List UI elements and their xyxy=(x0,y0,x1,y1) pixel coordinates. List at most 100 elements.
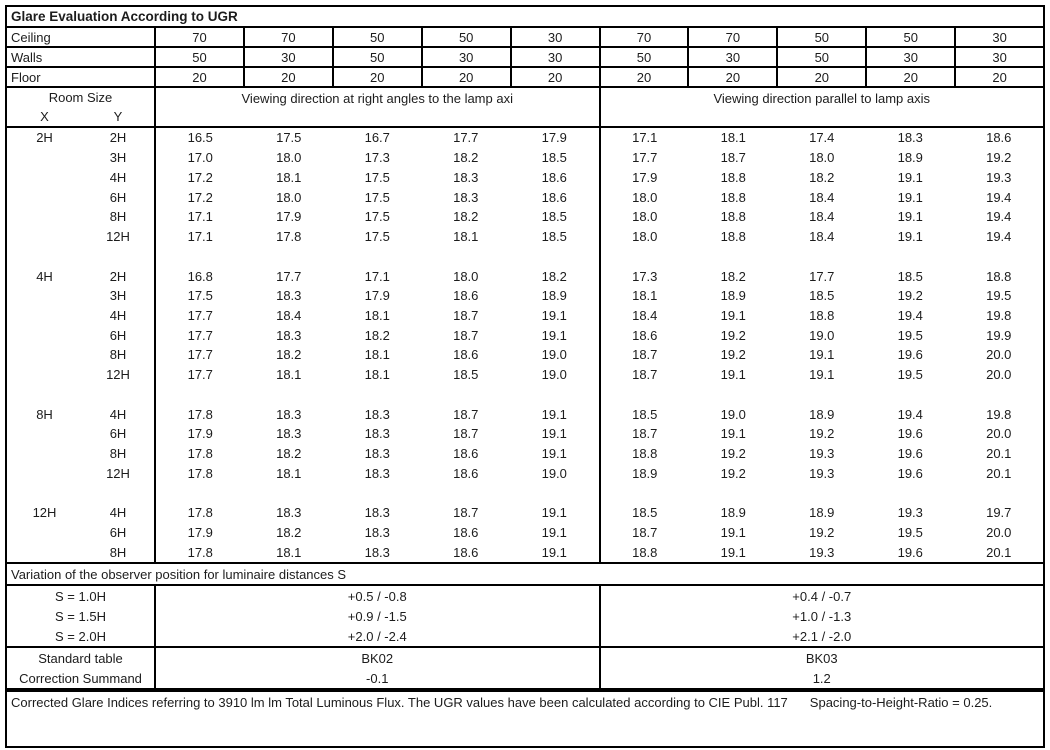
ugr-value-cell: 17.7 xyxy=(598,147,690,168)
x-column-header: X xyxy=(40,109,49,124)
ugr-value-cell: 18.1 xyxy=(720,130,746,146)
ugr-value-cell: 19.3 xyxy=(897,505,923,521)
ugr-value-cell: 17.1 xyxy=(187,229,213,245)
room-x-label xyxy=(7,523,82,543)
ugr-value-cell: 17.8 xyxy=(187,544,213,560)
ugr-value-cell: 18.7 xyxy=(598,345,690,365)
ugr-data-row: 8H 4H 17.8 18.3 18.3 18.7 19.1 18.5 19.0 18.9 19.4… xyxy=(7,404,1043,425)
ugr-value-cell: 18.0 xyxy=(598,226,690,247)
spacer-cell xyxy=(156,246,245,266)
ugr-value-cell: 18.7 xyxy=(453,426,479,442)
ugr-value-cell: 18.0 xyxy=(276,150,302,166)
ugr-data-row: 4H 17.2 18.1 17.5 18.3 18.6 17.9 18.8 18.2 19.1 19… xyxy=(7,167,1043,188)
ugr-value-cell: 19.3 xyxy=(809,465,835,481)
ugr-value-cell: 19.8 xyxy=(986,406,1012,422)
ugr-value-cell: 18.8 xyxy=(809,307,835,323)
ugr-value-cell: 18.6 xyxy=(453,544,479,560)
surface-row: Floor 20 20 20 20 20 20 20 20 20 20 xyxy=(7,68,1043,88)
spacer-cell xyxy=(866,385,955,405)
ugr-value-cell: 18.2 xyxy=(720,268,746,284)
variation-label: S = 1.0H xyxy=(7,586,156,606)
y-column-header: Y xyxy=(113,109,123,124)
summary-row: Correction Summand -0.1 1.2 xyxy=(7,668,1043,688)
variation-label: S = 2.0H xyxy=(7,626,156,646)
surface-value-cell: 20 xyxy=(598,68,688,86)
ugr-value-cell: 18.2 xyxy=(809,169,835,185)
room-y-label: 6H xyxy=(82,187,156,207)
spacer-cell xyxy=(866,483,955,503)
ugr-value-cell: 17.2 xyxy=(187,189,213,205)
surface-value-cell: 30 xyxy=(509,48,599,66)
room-x-label xyxy=(7,345,82,365)
surface-value-cell: 70 xyxy=(598,28,688,46)
ugr-value-cell: 18.2 xyxy=(541,268,567,284)
ugr-data-row: 3H 17.5 18.3 17.9 18.6 18.9 18.1 18.9 18.5 19.2 19… xyxy=(7,285,1043,306)
ugr-value-cell: 19.1 xyxy=(809,367,835,383)
ugr-value-cell: 18.3 xyxy=(364,544,390,560)
ugr-value-cell: 19.5 xyxy=(986,288,1012,304)
room-x-label xyxy=(7,227,82,247)
ugr-value-cell: 19.6 xyxy=(897,465,923,481)
ugr-value-cell: 18.3 xyxy=(364,406,390,422)
ugr-value-cell: 18.7 xyxy=(453,307,479,323)
room-x-label xyxy=(7,542,82,562)
ugr-value-cell: 18.9 xyxy=(720,288,746,304)
ugr-value-cell: 17.4 xyxy=(809,130,835,146)
ugr-value-cell: 18.8 xyxy=(720,169,746,185)
ugr-value-cell: 19.4 xyxy=(897,406,923,422)
ugr-value-cell: 19.8 xyxy=(986,307,1012,323)
ugr-value-cell: 18.5 xyxy=(809,288,835,304)
ugr-value-cell: 19.1 xyxy=(720,307,746,323)
ugr-value-cell: 19.6 xyxy=(897,544,923,560)
variation-right-value: +0.4 / -0.7 xyxy=(598,586,1044,606)
ugr-value-cell: 18.3 xyxy=(453,189,479,205)
ugr-value-cell: 17.7 xyxy=(453,130,479,146)
ugr-value-cell: 19.1 xyxy=(541,406,567,422)
ugr-value-cell: 20.1 xyxy=(986,446,1012,462)
spacer-cell xyxy=(245,246,334,266)
spacer-cell xyxy=(598,384,690,405)
ugr-value-cell: 18.3 xyxy=(276,505,302,521)
ugr-value-cell: 18.9 xyxy=(541,288,567,304)
room-x-label xyxy=(7,365,82,385)
spacer-cell xyxy=(778,483,867,503)
surface-value-cell: 30 xyxy=(509,28,599,46)
ugr-value-cell: 17.5 xyxy=(364,169,390,185)
ugr-value-cell: 19.1 xyxy=(541,426,567,442)
variation-rows: S = 1.0H +0.5 / -0.8 +0.4 / -0.7 S = 1.5H +0… xyxy=(7,586,1043,648)
room-y-label: 2H xyxy=(82,266,156,286)
ugr-data-row: 12H 17.8 18.1 18.3 18.6 19.0 18.9 19.2 19.3 19.6 2… xyxy=(7,463,1043,484)
ugr-value-cell: 19.2 xyxy=(986,150,1012,166)
spacer-row xyxy=(7,384,1043,405)
room-y-label: 8H xyxy=(82,443,156,464)
ugr-value-cell: 18.3 xyxy=(276,406,302,422)
ugr-value-cell: 19.2 xyxy=(720,347,746,363)
ugr-value-cell: 19.1 xyxy=(541,525,567,541)
ugr-data-row: 3H 17.0 18.0 17.3 18.2 18.5 17.7 18.7 18.0 18.9 19… xyxy=(7,147,1043,168)
ugr-value-cell: 19.5 xyxy=(897,327,923,343)
ugr-value-cell: 19.0 xyxy=(541,347,567,363)
ugr-value-cell: 17.3 xyxy=(364,150,390,166)
variation-heading: Variation of the observer position for l… xyxy=(7,562,1043,586)
ugr-value-cell: 19.6 xyxy=(897,347,923,363)
surface-value-cell: 30 xyxy=(687,48,776,66)
ugr-value-cell: 18.8 xyxy=(598,542,690,563)
spacer-cell xyxy=(689,246,778,266)
xy-header-row: X Y xyxy=(7,107,154,126)
ugr-value-cell: 17.8 xyxy=(187,465,213,481)
ugr-value-cell: 19.5 xyxy=(897,525,923,541)
ugr-value-cell: 18.1 xyxy=(276,169,302,185)
summary-left-value: BK02 xyxy=(361,650,394,666)
ugr-value-cell: 20.0 xyxy=(986,367,1012,383)
ugr-value-cell: 17.5 xyxy=(364,209,390,225)
ugr-value-cell: 19.9 xyxy=(986,327,1012,343)
ugr-value-cell: 18.0 xyxy=(809,150,835,166)
variation-right-value: +2.1 / -2.0 xyxy=(598,626,1044,646)
room-x-label xyxy=(7,325,82,345)
surface-value-cell: 70 xyxy=(192,29,207,45)
ugr-value-cell: 16.8 xyxy=(187,268,213,284)
ugr-data-row: 6H 17.9 18.3 18.3 18.7 19.1 18.7 19.1 19.2 19.6 20… xyxy=(7,424,1043,444)
spacer-cell xyxy=(778,246,867,266)
spacer-cell xyxy=(510,246,599,266)
ugr-value-cell: 17.8 xyxy=(187,406,213,422)
